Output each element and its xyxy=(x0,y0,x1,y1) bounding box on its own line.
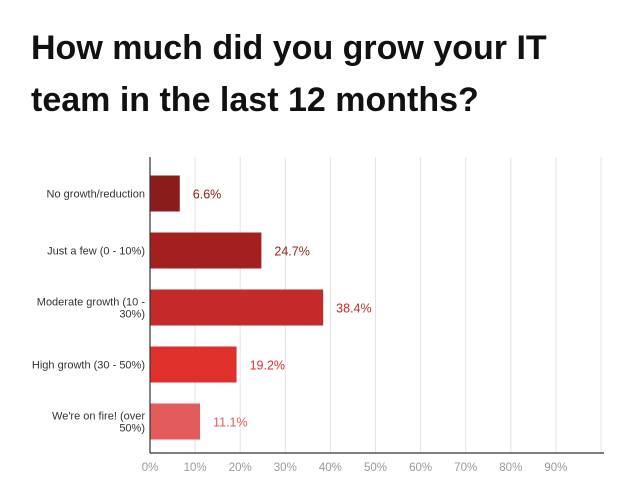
category-label: No growth/reduction xyxy=(47,189,145,201)
category-label: Just a few (0 - 10%) xyxy=(47,246,145,258)
value-label: 6.6% xyxy=(193,188,222,202)
category-label: We're on fire! (over xyxy=(52,411,145,423)
bar xyxy=(150,346,237,383)
bar xyxy=(150,175,180,212)
bar xyxy=(150,289,324,326)
category-label: 30%) xyxy=(119,309,145,321)
x-tick-label: 70% xyxy=(454,462,477,474)
x-tick-label: 40% xyxy=(319,462,342,474)
x-tick-label: 10% xyxy=(184,462,207,474)
value-label: 24.7% xyxy=(274,245,309,259)
value-label: 11.1% xyxy=(213,416,248,430)
x-tick-label: 0% xyxy=(142,462,159,474)
category-label: 50%) xyxy=(119,423,145,435)
x-tick-label: 80% xyxy=(499,462,522,474)
x-tick-label: 30% xyxy=(274,462,297,474)
x-tick-label: 20% xyxy=(229,462,252,474)
value-label: 19.2% xyxy=(250,359,285,373)
chart-title: How much did you grow your IT team in th… xyxy=(31,29,547,119)
bar xyxy=(150,403,201,440)
x-tick-label: 60% xyxy=(409,462,432,474)
x-tick-label: 50% xyxy=(364,462,387,474)
x-tick-label: 90% xyxy=(544,462,567,474)
bar xyxy=(150,232,262,269)
category-label: High growth (30 - 50%) xyxy=(32,360,145,372)
category-label: Moderate growth (10 - xyxy=(37,297,146,309)
value-label: 38.4% xyxy=(336,302,371,316)
